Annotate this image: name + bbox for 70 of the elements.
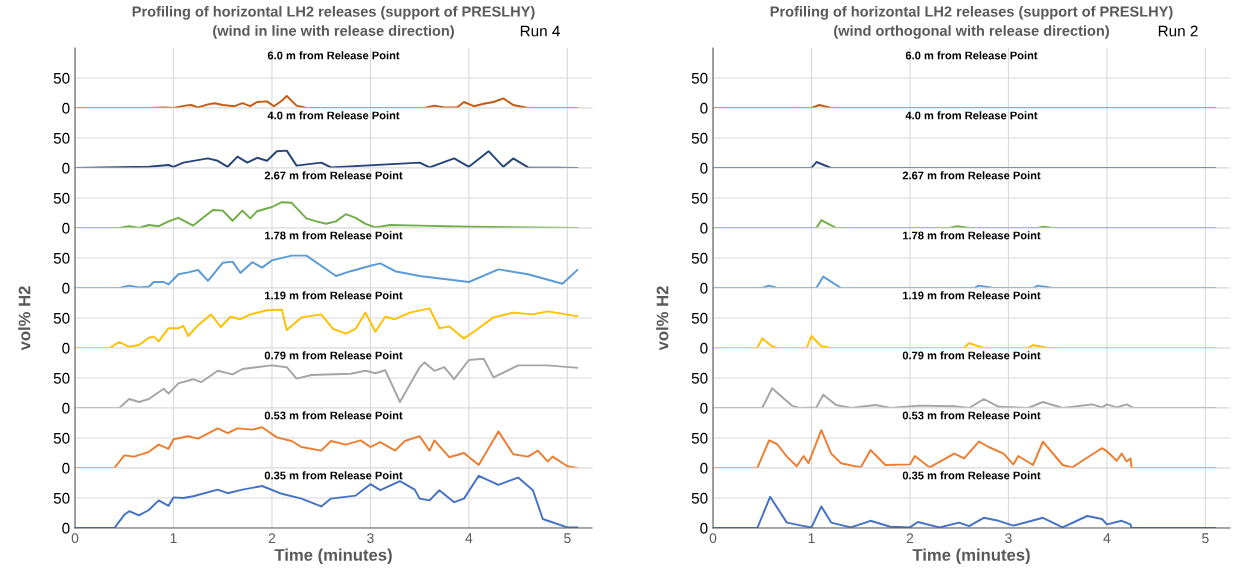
annotation: 1.78 m from Release Point: [265, 231, 403, 240]
y-tick-label: 50: [691, 372, 708, 384]
annotation: 1.78 m from Release Point: [903, 231, 1041, 240]
y-tick-label: 50: [53, 252, 70, 264]
y-tick-label: 0: [700, 222, 708, 234]
y-tick-label: 0: [700, 402, 708, 414]
annotation: 0.53 m from Release Point: [902, 411, 1041, 420]
chart-subtitle: (wind orthogonal with release direction): [834, 25, 1109, 39]
annotation: 6.0 m from Release Point: [905, 51, 1038, 60]
chart-title: Profiling of horizontal LH2 releases (support of PRESLHY): [132, 6, 535, 20]
y-tick-label: 50: [691, 492, 708, 504]
y-tick-label: 50: [53, 72, 70, 84]
y-tick-label: 50: [691, 432, 708, 444]
x-tick-label: 0: [71, 533, 79, 544]
x-tick-label: 4: [1103, 533, 1111, 543]
y-tick-label: 0: [62, 222, 70, 234]
y-tick-label: 50: [691, 132, 708, 144]
y-tick-label: 0: [62, 162, 70, 174]
chart-title: Profiling of horizontal LH2 releases (support of PRESLHY): [770, 6, 1173, 20]
x-tick-label: 1: [808, 533, 815, 543]
y-tick-label: 50: [53, 312, 70, 324]
y-tick-label: 50: [53, 192, 70, 204]
x-tick-label: 3: [1005, 533, 1012, 544]
annotation: 0.53 m from Release Point: [264, 411, 403, 420]
x-tick-label: 0: [709, 533, 717, 544]
annotation: 4.0 m from Release Point: [267, 111, 400, 120]
y-tick-label: 50: [691, 312, 708, 324]
x-tick-label: 1: [170, 533, 177, 543]
y-tick-label: 0: [700, 102, 708, 114]
x-axis-title: Time (minutes): [912, 548, 1030, 565]
y-tick-label: 50: [53, 492, 70, 504]
annotation: 0.79 m from Release Point: [902, 351, 1041, 360]
x-axis-title: Time (minutes): [274, 548, 392, 565]
x-tick-label: 3: [367, 533, 374, 544]
y-tick-label: 50: [691, 192, 708, 204]
y-tick-label: 0: [62, 522, 70, 534]
annotation: 6.0 m from Release Point: [267, 51, 400, 60]
y-tick-label: 50: [53, 432, 70, 444]
annotation: 2.67 m from Release Point: [902, 171, 1041, 180]
annotation: 1.19 m from Release Point: [265, 291, 403, 300]
y-tick-label: 0: [700, 342, 708, 354]
y-tick-label: 0: [62, 462, 70, 474]
text: Run 4: [520, 25, 560, 37]
x-tick-label: 2: [268, 533, 276, 543]
chart-subtitle: (wind in line with release direction): [213, 25, 454, 39]
annotation: 1.19 m from Release Point: [903, 291, 1041, 300]
y-axis-title: vol% H2: [656, 286, 669, 351]
y-tick-label: 50: [691, 252, 708, 264]
y-tick-label: 50: [691, 72, 708, 84]
x-tick-label: 4: [465, 533, 473, 543]
y-tick-label: 0: [700, 462, 708, 474]
x-tick-label: 5: [1202, 533, 1209, 544]
y-tick-label: 0: [700, 162, 708, 174]
annotation: 0.35 m from Release Point: [902, 471, 1041, 480]
annotation: 4.0 m from Release Point: [905, 111, 1038, 120]
y-tick-label: 0: [62, 282, 70, 294]
y-axis-title: vol% H2: [18, 286, 31, 351]
annotation: 0.35 m from Release Point: [264, 471, 403, 480]
y-tick-label: 0: [62, 342, 70, 354]
y-tick-label: 0: [62, 402, 70, 414]
y-tick-label: 0: [700, 282, 708, 294]
annotation: 0.79 m from Release Point: [264, 351, 403, 360]
text: Run 2: [1158, 25, 1198, 37]
y-tick-label: 0: [62, 102, 70, 114]
x-tick-label: 5: [564, 533, 571, 544]
annotation: 2.67 m from Release Point: [264, 171, 403, 180]
y-tick-label: 50: [53, 372, 70, 384]
y-tick-label: 50: [53, 132, 70, 144]
y-tick-label: 0: [700, 522, 708, 534]
x-tick-label: 2: [906, 533, 914, 543]
